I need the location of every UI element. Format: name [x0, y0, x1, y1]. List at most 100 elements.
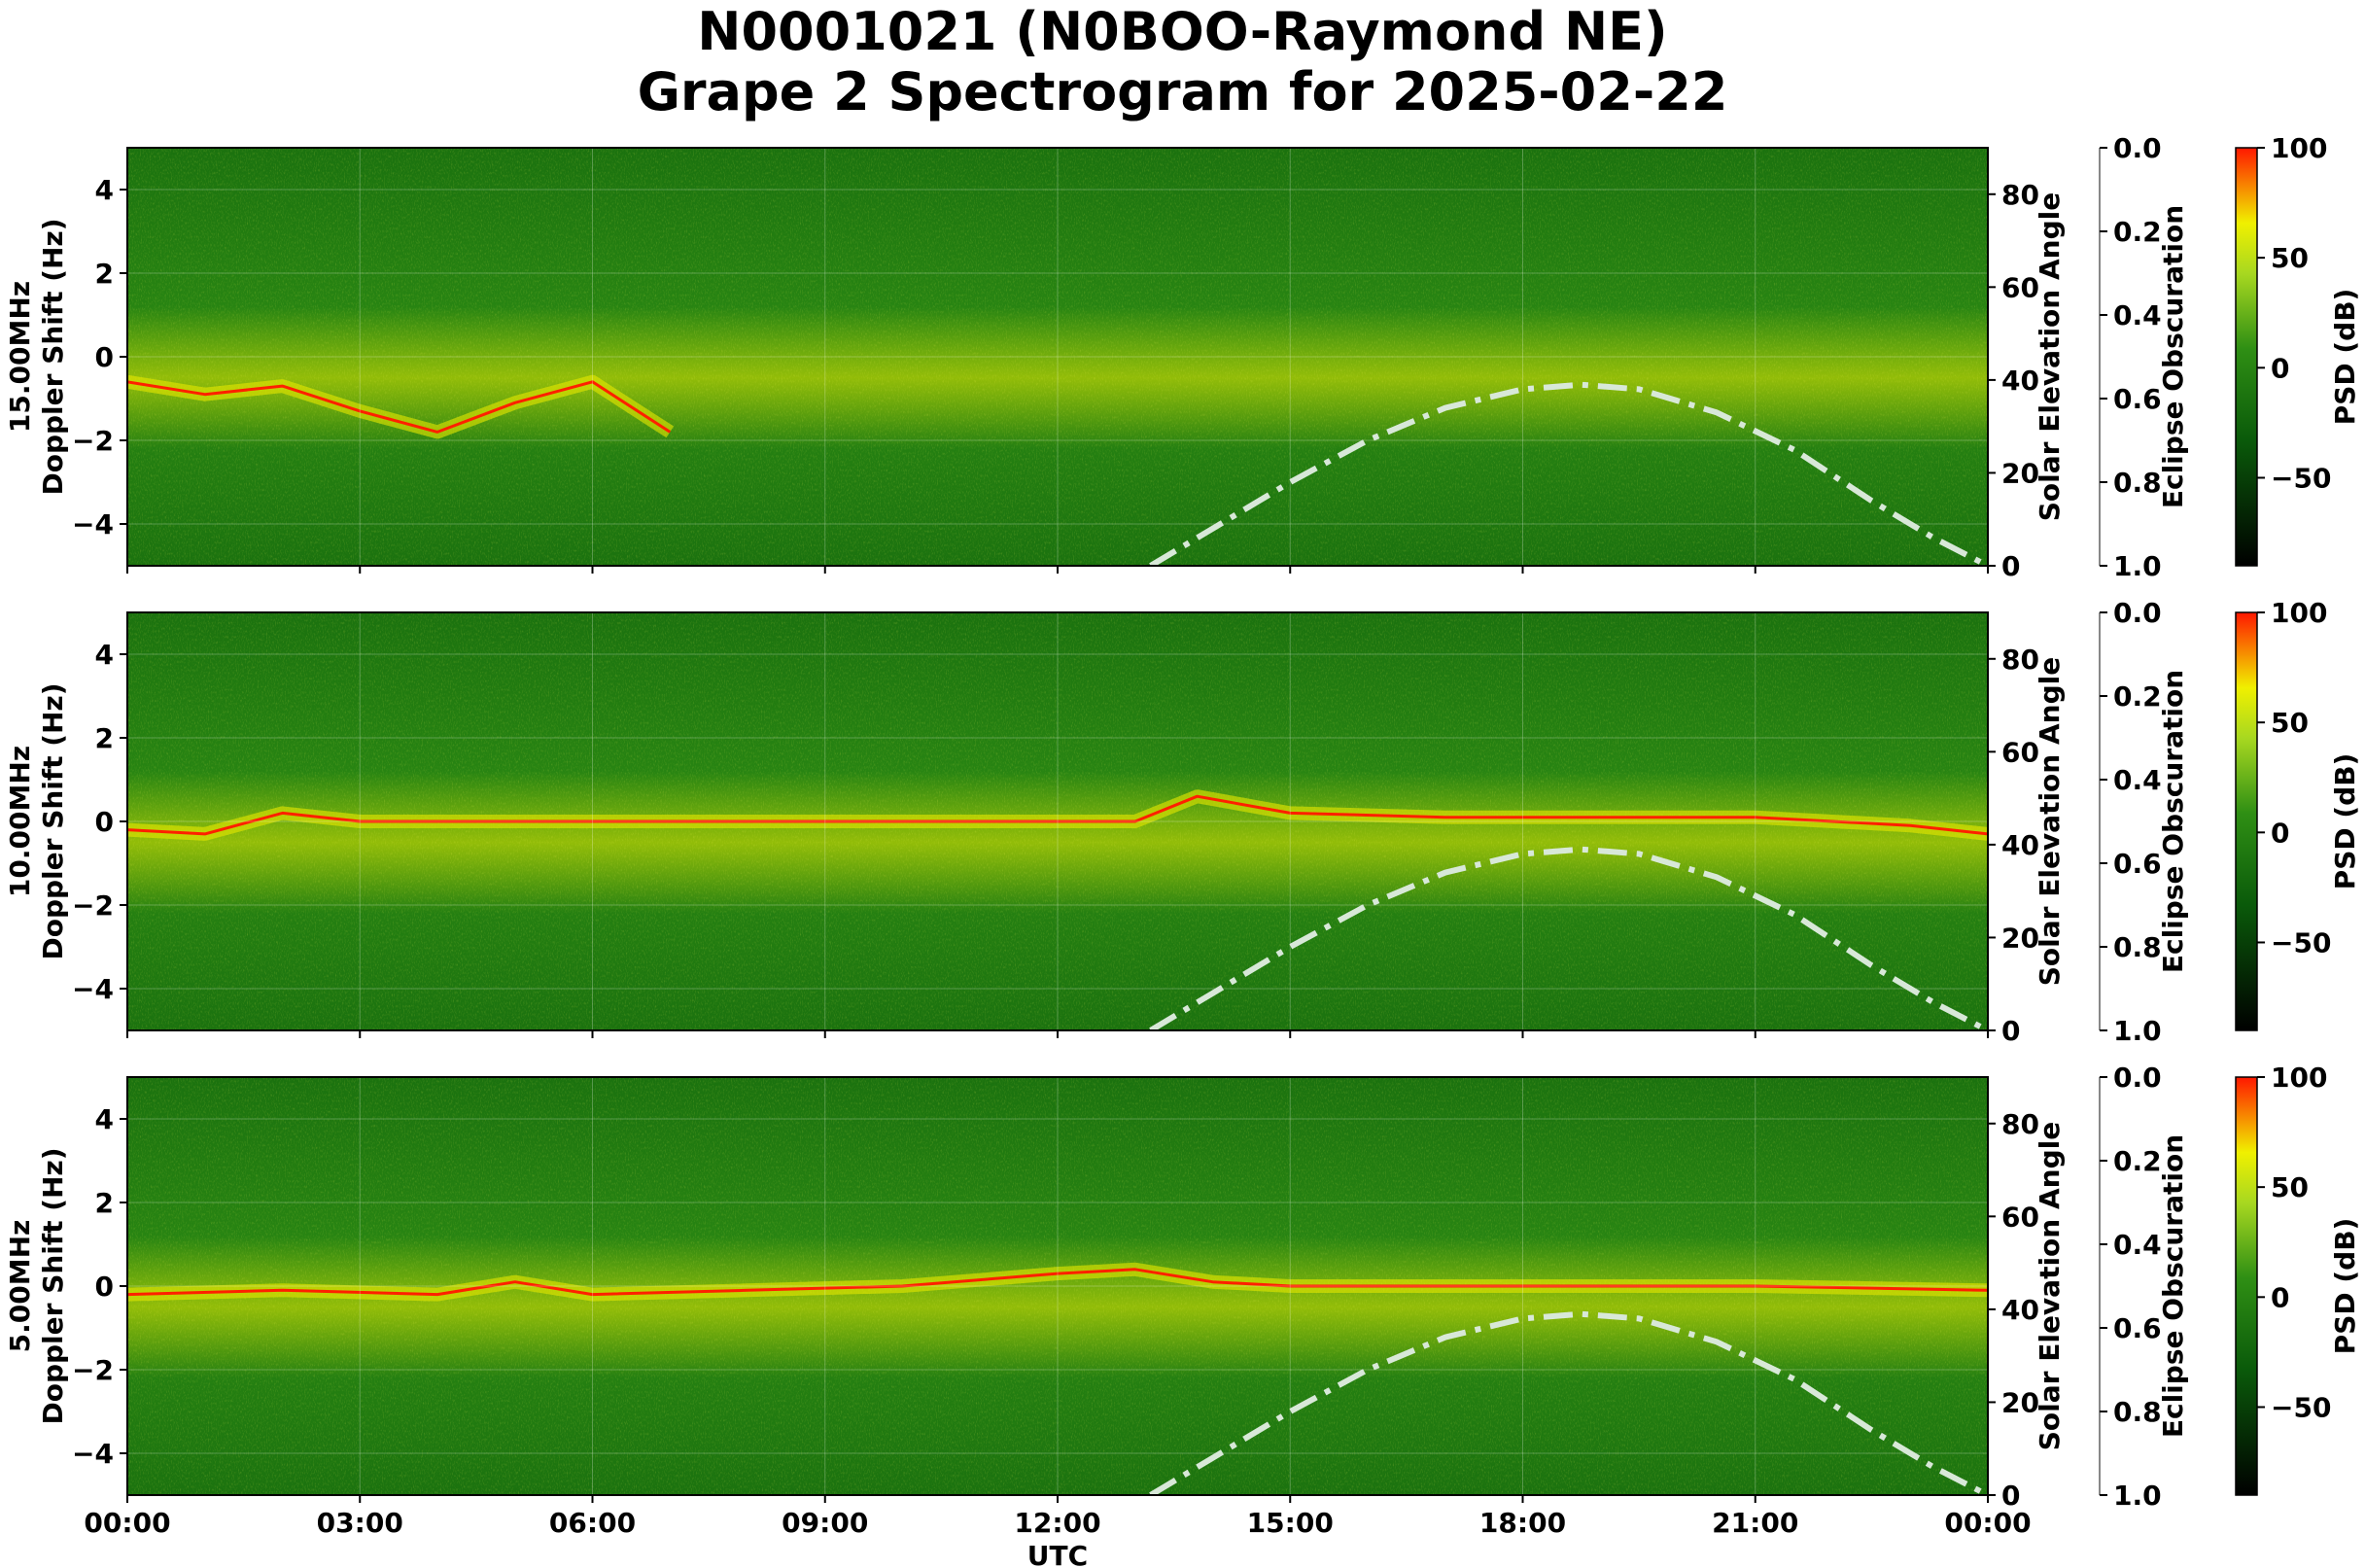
y3-tick-label: 0.2	[2113, 216, 2162, 248]
x-tick-label: 00:00	[1944, 1507, 2031, 1539]
y-tick-label: −2	[72, 889, 114, 922]
x-tick-label: 00:00	[84, 1507, 170, 1539]
y2-tick-label: 0	[2001, 550, 2020, 582]
y-tick-label: 2	[95, 722, 114, 754]
y-tick-label: −2	[72, 425, 114, 457]
y2-tick-label: 60	[2001, 736, 2039, 768]
colorbar	[2235, 147, 2258, 567]
y2-tick-label: 80	[2001, 179, 2039, 211]
panel-10-00MHz: 420−2−410.00MHz Doppler Shift (Hz)8060402…	[4, 597, 2361, 1047]
y3-tick-label: 0.4	[2113, 764, 2162, 796]
y-axis-label: Doppler Shift (Hz)	[37, 218, 69, 495]
colorbar-tick-label: 0	[2271, 352, 2289, 384]
y3-axis-label: Eclipse Obscuration	[2157, 670, 2189, 973]
x-tick-label: 18:00	[1479, 1507, 1566, 1539]
y-tick-label: 4	[95, 174, 114, 206]
channel-label: 15.00MHz	[4, 281, 36, 433]
y-tick-label: 4	[95, 639, 114, 671]
y2-tick-label: 20	[2001, 457, 2039, 489]
colorbar-tick-label: 0	[2271, 817, 2289, 849]
x-tick-label: 12:00	[1014, 1507, 1100, 1539]
colorbar-label: PSD (dB)	[2329, 1218, 2361, 1355]
y-tick-label: 4	[95, 1103, 114, 1135]
colorbar-tick-label: −50	[2271, 926, 2331, 958]
y3-axis-label: Eclipse Obscuration	[2157, 205, 2189, 508]
x-axis-label: UTC	[1027, 1540, 1088, 1568]
y-axis-label: Doppler Shift (Hz)	[37, 1147, 69, 1424]
y-axis-label: Doppler Shift (Hz)	[37, 682, 69, 959]
y3-tick-label: 0.0	[2113, 132, 2162, 164]
colorbar-tick-label: 50	[2271, 242, 2309, 274]
x-tick-label: 03:00	[317, 1507, 403, 1539]
colorbar	[2235, 611, 2258, 1031]
y-tick-label: 0	[95, 806, 114, 838]
y-tick-label: 2	[95, 1187, 114, 1219]
x-tick-label: 21:00	[1712, 1507, 1798, 1539]
solar-elevation-curve	[1149, 846, 1988, 1030]
colorbar-label: PSD (dB)	[2329, 753, 2361, 890]
y2-axis-label: Solar Elevation Angle	[2034, 192, 2066, 521]
colorbar-tick-label: 0	[2271, 1281, 2289, 1313]
solar-elevation-curve	[1149, 381, 1988, 566]
y2-tick-label: 40	[2001, 1294, 2039, 1326]
y2-tick-label: 20	[2001, 922, 2039, 954]
plot-area	[127, 1077, 1988, 1495]
x-tick-label: 06:00	[549, 1507, 636, 1539]
colorbar-tick-label: 100	[2271, 1062, 2327, 1094]
colorbar-tick-label: −50	[2271, 1391, 2331, 1423]
y3-tick-label: 0.0	[2113, 597, 2162, 629]
y3-tick-label: 0.4	[2113, 299, 2162, 331]
y3-axis-label: Eclipse Obscuration	[2157, 1134, 2189, 1438]
y2-tick-label: 80	[2001, 644, 2039, 676]
y-tick-label: 0	[95, 341, 114, 373]
y-tick-label: −4	[72, 508, 114, 540]
plot-area	[127, 148, 1988, 566]
y3-tick-label: 0.8	[2113, 931, 2162, 963]
colorbar-tick-label: 100	[2271, 132, 2327, 164]
chart-title: N0001021 (N0BOO-Raymond NE) Grape 2 Spec…	[0, 2, 2365, 122]
y2-tick-label: 20	[2001, 1386, 2039, 1418]
spectrogram-speckle	[127, 148, 1988, 566]
y-tick-label: 2	[95, 258, 114, 290]
y-tick-label: −2	[72, 1354, 114, 1386]
y2-axis-label: Solar Elevation Angle	[2034, 1122, 2066, 1450]
colorbar-tick-label: 100	[2271, 597, 2327, 629]
y3-tick-label: 0.8	[2113, 1396, 2162, 1428]
doppler-trace	[127, 1268, 1988, 1297]
y2-tick-label: 0	[2001, 1015, 2020, 1047]
title-line-1: N0001021 (N0BOO-Raymond NE)	[697, 1, 1668, 62]
y3-tick-label: 0.6	[2113, 848, 2162, 880]
y3-tick-label: 0.4	[2113, 1229, 2162, 1261]
x-tick-label: 09:00	[782, 1507, 868, 1539]
plot-area	[127, 612, 1988, 1030]
y3-tick-label: 0.6	[2113, 383, 2162, 415]
colorbar-label: PSD (dB)	[2329, 289, 2361, 426]
panel-5-00MHz: 420−2−45.00MHz Doppler Shift (Hz)80604020…	[4, 1062, 2361, 1568]
colorbar-tick-label: −50	[2271, 462, 2331, 494]
y3-tick-label: 0.8	[2113, 467, 2162, 499]
panel-15-00MHz: 420−2−415.00MHz Doppler Shift (Hz)8060402…	[4, 132, 2361, 582]
y-tick-label: −4	[72, 1438, 114, 1470]
colorbar-tick-label: 50	[2271, 1171, 2309, 1203]
doppler-trace	[127, 380, 672, 434]
y-tick-label: 0	[95, 1271, 114, 1303]
colorbar-tick-label: 50	[2271, 707, 2309, 739]
solar-elevation-curve	[1149, 1310, 1988, 1495]
y2-tick-label: 40	[2001, 365, 2039, 397]
channel-label: 10.00MHz	[4, 746, 36, 897]
y2-axis-label: Solar Elevation Angle	[2034, 657, 2066, 986]
y3-tick-label: 0.2	[2113, 1145, 2162, 1177]
y2-tick-label: 40	[2001, 829, 2039, 861]
colorbar	[2235, 1076, 2258, 1496]
doppler-trace	[127, 794, 1988, 836]
y3-tick-label: 1.0	[2113, 550, 2162, 582]
y2-tick-label: 80	[2001, 1108, 2039, 1140]
y2-tick-label: 60	[2001, 1201, 2039, 1233]
x-tick-label: 15:00	[1247, 1507, 1334, 1539]
y2-tick-label: 0	[2001, 1480, 2020, 1512]
channel-label: 5.00MHz	[4, 1220, 36, 1353]
y3-tick-label: 1.0	[2113, 1015, 2162, 1047]
y3-tick-label: 0.6	[2113, 1312, 2162, 1344]
y3-tick-label: 1.0	[2113, 1480, 2162, 1512]
